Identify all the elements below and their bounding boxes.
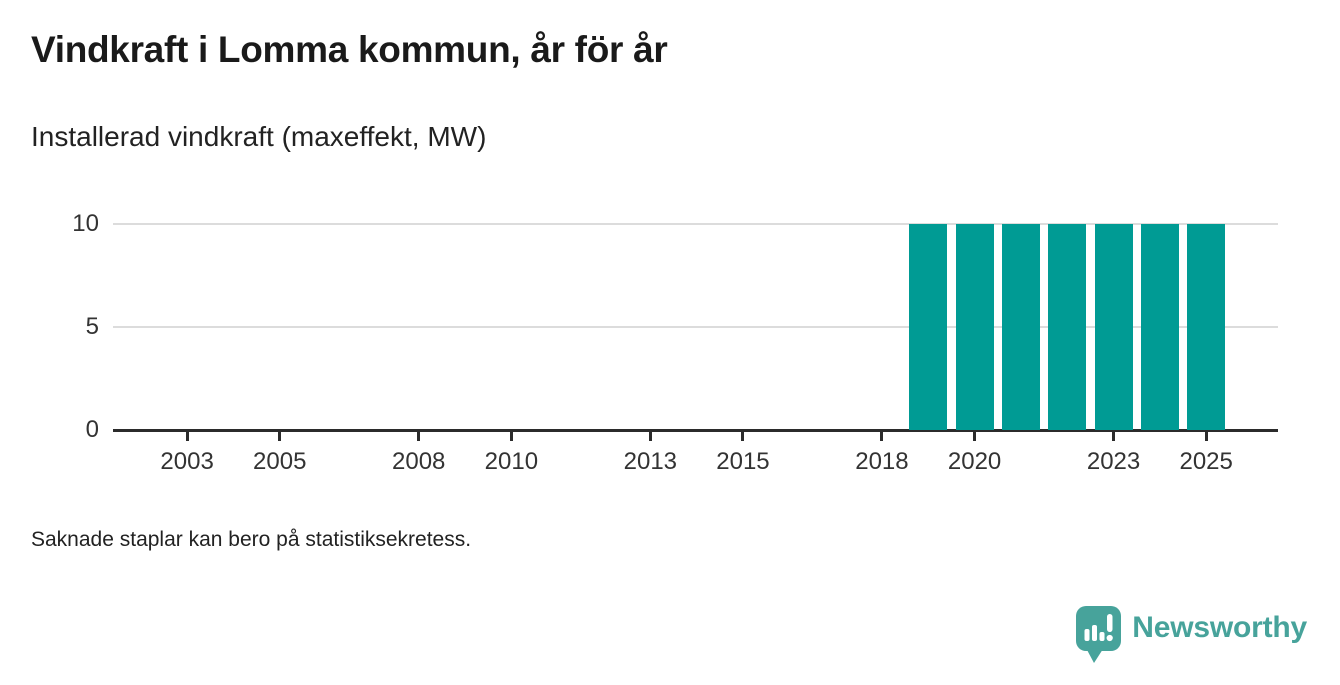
x-tick-label: 2010: [484, 448, 539, 475]
x-tick: [741, 432, 745, 441]
logo-speech-bubble-icon: [1076, 606, 1122, 663]
x-tick-label: 2003: [160, 448, 214, 475]
chart-subtitle: Installerad vindkraft (maxeffekt, MW): [31, 121, 487, 152]
y-tick-label: 0: [85, 416, 99, 443]
x-tick: [185, 432, 189, 441]
footnote: Saknade staplar kan bero på statistiksek…: [31, 528, 472, 551]
bar: [955, 224, 994, 430]
x-tick-label: 2008: [392, 448, 446, 475]
x-tick-label: 2025: [1179, 448, 1233, 475]
bar: [1187, 224, 1226, 430]
x-tick: [509, 432, 513, 441]
bar: [1048, 224, 1087, 430]
x-tick: [648, 432, 652, 441]
x-axis-line: [113, 429, 1278, 432]
y-gridline: [113, 326, 1278, 328]
logo-text: Newsworthy: [1132, 611, 1307, 644]
bar: [1140, 224, 1179, 430]
x-tick: [1204, 432, 1208, 441]
bar: [1094, 224, 1133, 430]
y-tick-label: 10: [72, 210, 99, 237]
x-tick-label: 2020: [947, 448, 1002, 475]
y-gridline: [113, 223, 1278, 225]
chart-title: Vindkraft i Lomma kommun, år för år: [31, 29, 668, 70]
x-tick-label: 2015: [716, 448, 770, 475]
plot-area: 0 5 10 2003 2005 2008 2010 2013 2015 2018 2020 2023…: [72, 210, 1278, 475]
x-tick: [1112, 432, 1116, 441]
x-tick: [278, 432, 282, 441]
x-tick: [973, 432, 977, 441]
x-tick-label: 2018: [855, 448, 909, 475]
newsworthy-logo: Newsworthy: [1075, 605, 1307, 665]
bar: [909, 224, 948, 430]
x-tick-label: 2023: [1086, 448, 1141, 475]
x-tick-label: 2005: [253, 448, 307, 475]
y-tick-label: 5: [85, 313, 99, 340]
x-tick: [417, 432, 421, 441]
x-tick: [880, 432, 884, 441]
bar: [1001, 224, 1040, 430]
x-tick-label: 2013: [623, 448, 678, 475]
